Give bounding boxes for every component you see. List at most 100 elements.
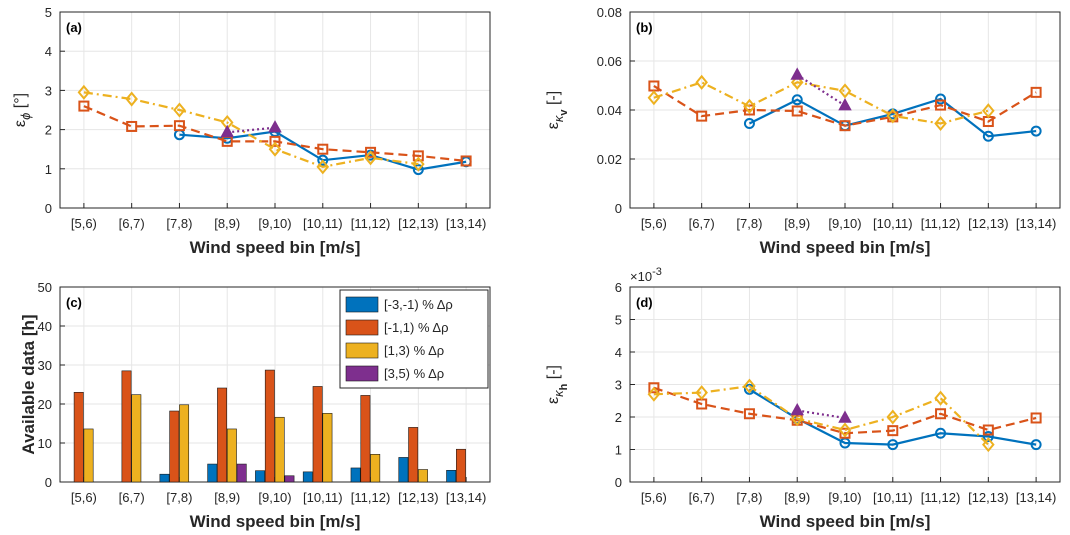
legend-swatch [345, 365, 379, 382]
marker-square [412, 150, 424, 162]
legend-entry: [-1,1) % Δρ [384, 320, 449, 335]
y-axis-unit: [-] [545, 91, 562, 110]
bar [360, 395, 371, 483]
x-tick-label: [5,6) [641, 490, 667, 505]
bar [236, 463, 247, 483]
marker-diamond [838, 422, 852, 438]
bar [398, 457, 409, 483]
panel-label: (c) [66, 295, 82, 310]
series-line [653, 81, 989, 125]
marker-triangle [838, 410, 852, 423]
legend-swatch [345, 296, 379, 313]
marker-circle [791, 94, 803, 106]
y-tick-label: 20 [38, 397, 52, 412]
marker-square [1030, 86, 1042, 98]
x-tick-label: [6,7) [689, 490, 715, 505]
axes-box [629, 286, 1061, 483]
marker-square [317, 143, 329, 155]
marker-diamond [934, 115, 947, 132]
x-tick-label: [5,6) [641, 216, 667, 231]
marker-diamond [125, 91, 138, 107]
marker-diamond [316, 159, 330, 175]
y-tick-label: 50 [38, 280, 52, 295]
bar [169, 410, 180, 483]
x-tick-label: [9,10) [828, 216, 861, 231]
x-tick-label: [8,9) [784, 490, 810, 505]
series-line [748, 97, 1037, 138]
series-4 [790, 67, 852, 111]
marker-diamond [695, 385, 708, 401]
y-axis-label: εκh [-] [545, 365, 570, 404]
series-line [653, 384, 990, 446]
bar [83, 428, 94, 483]
bar [312, 386, 323, 483]
series-2 [78, 100, 472, 167]
marker-square [1030, 412, 1042, 424]
marker-square [78, 100, 90, 112]
x-tick-label: [8,9) [214, 490, 240, 505]
marker-diamond [886, 409, 900, 425]
bar [121, 370, 132, 483]
x-tick-label: [10,11) [873, 490, 913, 505]
marker-square [648, 382, 660, 394]
y-tick-label: 0.04 [597, 103, 622, 118]
y-axis-label: Available data [h] [19, 314, 38, 454]
marker-diamond [743, 378, 756, 394]
bar [226, 428, 237, 483]
y-axis-symbol: ε [545, 122, 562, 129]
y-tick-label: 40 [38, 319, 52, 334]
bar-series-1 [159, 457, 457, 483]
marker-circle [935, 427, 947, 439]
marker-square [982, 424, 994, 436]
series-line [797, 409, 846, 420]
y-tick-label: 6 [615, 280, 622, 295]
exponent-base: ×10 [630, 269, 652, 284]
marker-diamond [77, 84, 91, 100]
chart-panel-3: 0 10 20 30 40 50 [5,6) [6,7) [7,8) [8,9) [9,10) [10… [19, 280, 491, 531]
x-tick-label: [9,10) [258, 490, 291, 505]
bar [159, 473, 170, 483]
marker-square [696, 110, 708, 122]
bar [322, 413, 333, 483]
axes-box [59, 11, 491, 209]
x-tick-label: [7,8) [736, 216, 762, 231]
bar [446, 469, 457, 483]
marker-circle [317, 154, 329, 166]
marker-square [126, 120, 138, 132]
y-axis-unit: [°] [12, 93, 29, 113]
y-tick-label: 0 [45, 475, 52, 490]
y-axis-unit: [-] [545, 365, 562, 384]
y-tick-label: 2 [615, 410, 622, 425]
x-tick-label: [13,14) [446, 490, 486, 505]
series-line [83, 105, 467, 163]
y-tick-label: 5 [615, 313, 622, 328]
y-tick-label: 5 [45, 5, 52, 20]
axes-box [629, 11, 1061, 209]
marker-diamond [695, 74, 708, 90]
legend-entry: [-3,-1) % Δρ [384, 297, 453, 312]
x-tick-label: [12,13) [398, 490, 438, 505]
series-4 [790, 402, 852, 423]
exponent-power: -3 [652, 266, 662, 278]
x-tick-label: [11,12) [351, 490, 391, 505]
marker-circle [887, 439, 899, 451]
chart-panel-1: 0 1 2 3 4 5 [5,6) [6,7) [7,8) [8,9) [9,10) [10,11) [… [12, 5, 491, 257]
y-axis-exponent: ×10-3 [630, 266, 662, 284]
marker-circle [935, 93, 947, 105]
x-tick-label: [5,6) [71, 216, 97, 231]
marker-square [173, 120, 185, 132]
legend-entry: [3,5) % Δρ [384, 366, 444, 381]
x-tick-label: [11,12) [921, 490, 961, 505]
marker-square [365, 146, 377, 158]
marker-diamond [838, 83, 852, 99]
y-tick-label: 1 [45, 162, 52, 177]
x-tick-label: [8,9) [784, 216, 810, 231]
y-tick-label: 4 [45, 44, 52, 59]
legend-swatch [345, 342, 379, 359]
x-axis-label: Wind speed bin [m/s] [190, 512, 361, 531]
marker-triangle [790, 67, 804, 80]
chart-panel-2: 0 0.02 0.04 0.06 0.08 [5,6) [6,7) [7,8) [8,9) [9,… [545, 5, 1061, 257]
series-line [227, 126, 276, 134]
bar [370, 454, 381, 483]
